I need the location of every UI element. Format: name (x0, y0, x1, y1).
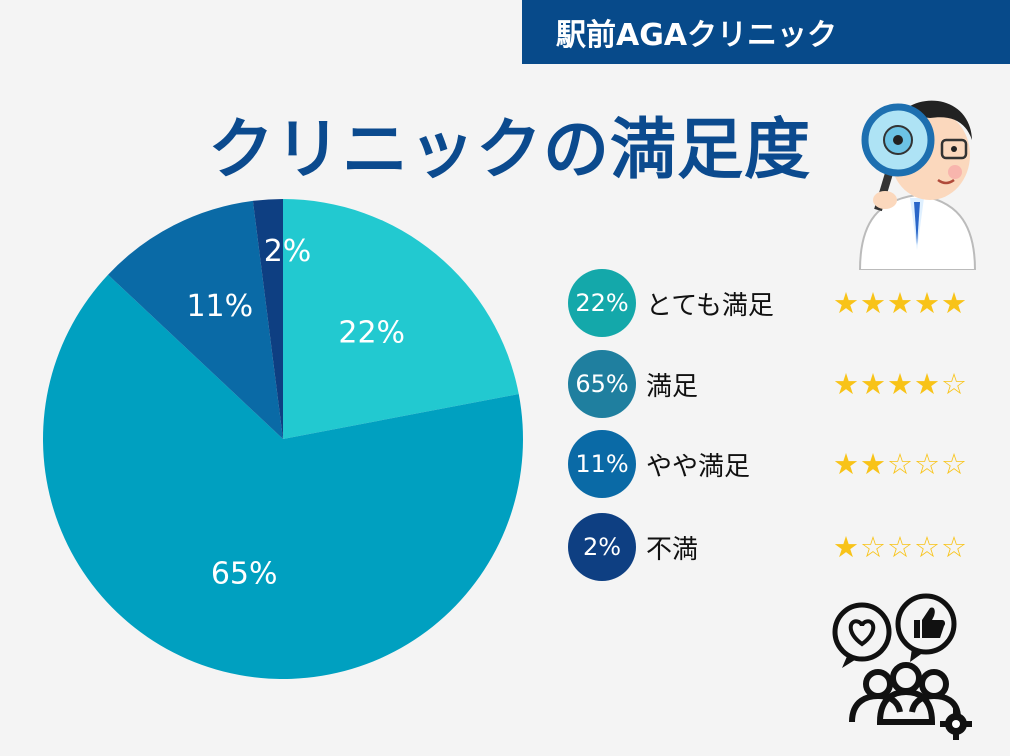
legend-percent-badge: 11% (568, 430, 636, 498)
legend-item: 22% とても満足 ★★★★★ (568, 269, 988, 337)
legend-percent-badge: 2% (568, 513, 636, 581)
pie-slice-label: 22% (338, 316, 405, 351)
legend-label: 不満 (646, 534, 699, 565)
star-filled-icon: ★ (833, 530, 860, 564)
legend-item: 2% 不満 ★☆☆☆☆ (568, 513, 988, 581)
pie-chart: 22% 65% 11% 2% (43, 199, 524, 679)
legend-label: とても満足 (646, 290, 774, 321)
star-rating: ★★☆☆☆ (833, 447, 968, 481)
pie-slice (252, 199, 283, 439)
legend-percent-badge: 22% (568, 269, 636, 337)
star-rating: ★★★★☆ (833, 367, 968, 401)
star-rating: ★★★★★ (833, 286, 968, 320)
star-filled-icon: ★ (860, 447, 887, 481)
pie-slice (283, 199, 519, 439)
star-filled-icon: ★ (833, 367, 860, 401)
pie-slice-label: 11% (186, 289, 253, 324)
legend-label: 満足 (646, 371, 699, 402)
star-filled-icon: ★ (833, 447, 860, 481)
legend-percent-badge: 65% (568, 350, 636, 418)
star-empty-icon: ☆ (914, 530, 941, 564)
star-filled-icon: ★ (860, 286, 887, 320)
legend-item: 65% 満足 ★★★★☆ (568, 350, 988, 418)
pie-slice (43, 274, 524, 679)
star-filled-icon: ★ (887, 367, 914, 401)
brand-banner: 駅前AGAクリニック (522, 0, 1010, 64)
legend-item: 11% やや満足 ★★☆☆☆ (568, 430, 988, 498)
star-empty-icon: ☆ (887, 447, 914, 481)
star-filled-icon: ★ (887, 286, 914, 320)
star-empty-icon: ☆ (941, 367, 968, 401)
star-rating: ★☆☆☆☆ (833, 530, 968, 564)
legend-label: やや満足 (646, 451, 751, 482)
pie-slice-label: 65% (211, 557, 278, 592)
doctor-with-magnifier-icon (858, 100, 977, 270)
pie-slice-label: 2% (264, 234, 312, 269)
star-filled-icon: ★ (941, 286, 968, 320)
brand-name: 駅前AGAクリニック (556, 18, 838, 53)
star-empty-icon: ☆ (941, 530, 968, 564)
star-empty-icon: ☆ (914, 447, 941, 481)
star-filled-icon: ★ (914, 286, 941, 320)
star-empty-icon: ☆ (860, 530, 887, 564)
user-feedback-icon (832, 593, 972, 740)
page-title: クリニックの満足度 (208, 111, 811, 188)
star-empty-icon: ☆ (941, 447, 968, 481)
star-filled-icon: ★ (914, 367, 941, 401)
pie-slice (108, 200, 283, 439)
star-empty-icon: ☆ (887, 530, 914, 564)
star-filled-icon: ★ (860, 367, 887, 401)
star-filled-icon: ★ (833, 286, 860, 320)
